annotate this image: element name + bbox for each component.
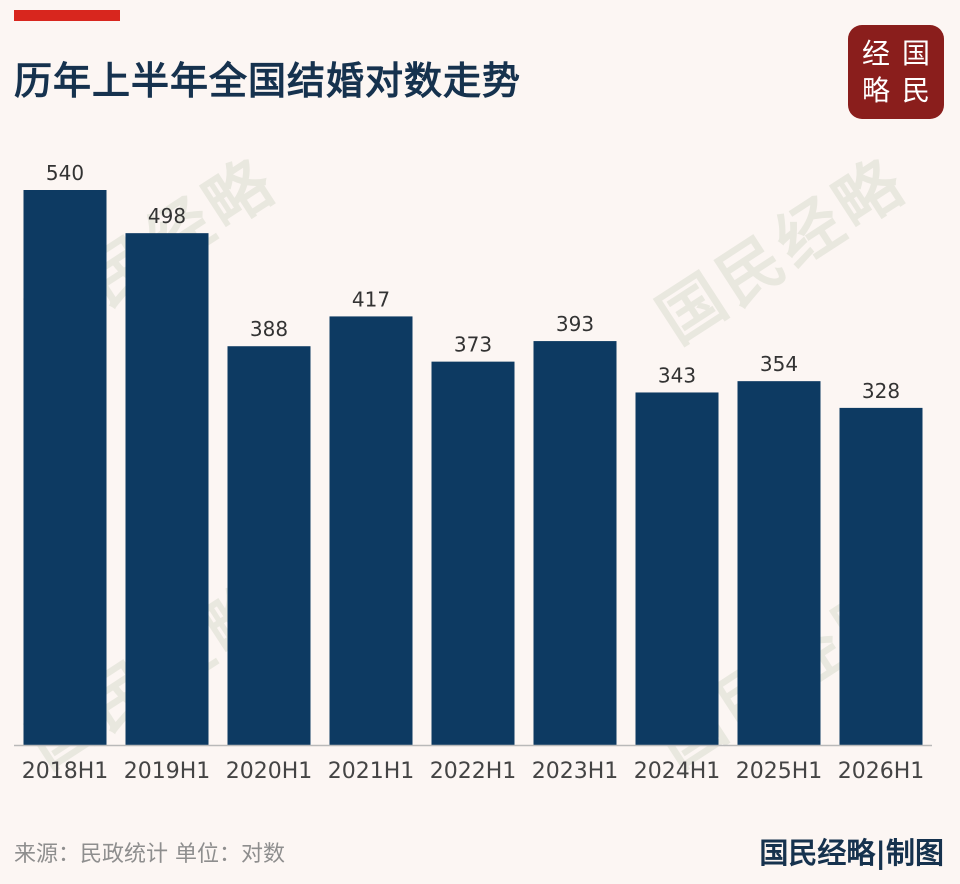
bar-2021H1 — [329, 316, 413, 745]
data-label: 373 — [454, 333, 492, 357]
data-label: 388 — [250, 317, 288, 341]
x-tick-label: 2018H1 — [22, 759, 109, 784]
x-tick-label: 2023H1 — [532, 759, 619, 784]
brand-credit: 国民经略|制图 — [759, 836, 944, 870]
bar-2018H1 — [23, 190, 107, 745]
data-label: 328 — [862, 379, 900, 403]
x-tick-label: 2022H1 — [430, 759, 517, 784]
data-label: 540 — [46, 161, 84, 185]
data-label: 393 — [556, 312, 594, 336]
data-label: 354 — [760, 352, 798, 376]
logo-char: 国 — [901, 36, 930, 70]
bar-2025H1 — [737, 381, 821, 745]
bar-2019H1 — [125, 233, 209, 745]
bar-2023H1 — [533, 341, 617, 745]
page-title: 历年上半年全国结婚对数走势 — [14, 59, 522, 103]
source-note: 来源：民政统计 单位：对数 — [14, 842, 285, 867]
bar-2024H1 — [635, 392, 719, 745]
logo-char: 民 — [901, 73, 930, 107]
data-label: 498 — [148, 204, 186, 228]
brand-logo: 经 国 略 民 — [848, 25, 944, 119]
x-tick-label: 2021H1 — [328, 759, 415, 784]
logo-char: 略 — [861, 73, 890, 107]
x-tick-label: 2020H1 — [226, 759, 313, 784]
data-label: 343 — [658, 363, 696, 387]
accent-bar — [14, 10, 120, 21]
bar-2022H1 — [431, 361, 515, 745]
x-tick-label: 2025H1 — [736, 759, 823, 784]
x-tick-label: 2024H1 — [634, 759, 721, 784]
bar-2020H1 — [227, 346, 311, 745]
x-tick-label: 2019H1 — [124, 759, 211, 784]
data-label: 417 — [352, 287, 390, 311]
x-tick-label: 2026H1 — [838, 759, 925, 784]
bar-2026H1 — [839, 407, 923, 745]
logo-char: 经 — [861, 36, 890, 70]
